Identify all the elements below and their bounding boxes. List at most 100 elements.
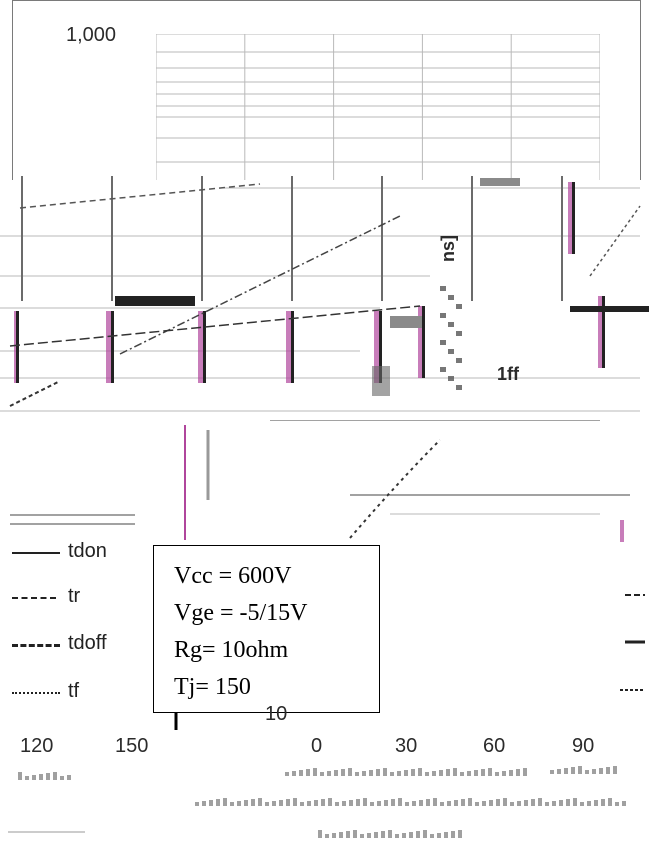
caption-glyph (397, 771, 401, 776)
glitch-text (456, 385, 462, 390)
caption-glyph (265, 802, 269, 806)
glitch-text (448, 295, 454, 300)
caption-glyph (279, 800, 283, 806)
caption-glyph (474, 770, 478, 776)
x-tick-label: 120 (20, 735, 54, 757)
caption-glyph (453, 768, 457, 776)
caption-glyph (292, 771, 296, 776)
caption-glyph (258, 798, 262, 806)
caption-glyph (321, 799, 325, 806)
caption-glyph (433, 798, 437, 806)
caption-glyph (25, 776, 29, 780)
caption-glyph (334, 770, 338, 776)
series-fragment (119, 215, 401, 355)
plot-gridlines (156, 34, 600, 180)
glitch-bar (286, 311, 291, 383)
caption-glyph (440, 802, 444, 806)
caption-glyph (327, 771, 331, 776)
caption-glyph (332, 833, 336, 838)
glitch-text (440, 286, 446, 291)
legend-entry-tr: tr (12, 585, 142, 609)
caption-glyph (341, 769, 345, 776)
glitch-bar (111, 311, 114, 383)
caption-glyph (578, 766, 582, 774)
glitch-text (440, 367, 446, 372)
caption-glyph (383, 768, 387, 776)
glitch-bar (16, 311, 19, 383)
caption-glyph (342, 801, 346, 806)
caption-glyph (363, 798, 367, 806)
caption-glyph (432, 771, 436, 776)
glitch-bar (106, 311, 111, 383)
legend-label-tdoff: tdoff (68, 632, 107, 654)
caption-glyph (416, 831, 420, 838)
caption-glyph (585, 770, 589, 774)
caption-glyph (468, 798, 472, 806)
caption-glyph (209, 800, 213, 806)
caption-glyph (53, 772, 57, 780)
caption-glyph (437, 833, 441, 838)
caption-glyph (481, 769, 485, 776)
caption-glyph (325, 834, 329, 838)
caption-glyph (451, 831, 455, 838)
caption-glyph (216, 799, 220, 806)
glitch-text (456, 331, 462, 336)
caption-glyph (573, 798, 577, 806)
y-axis-label-fragment: ns] (438, 235, 458, 262)
caption-glyph (523, 768, 527, 776)
caption-glyph (339, 832, 343, 838)
legend-label-tr: tr (68, 585, 81, 607)
caption-glyph (446, 769, 450, 776)
caption-glyph (454, 800, 458, 806)
caption-glyph (566, 799, 570, 806)
caption-glyph (425, 772, 429, 776)
caption-glyph (313, 768, 317, 776)
legend-line-tf (12, 692, 60, 694)
caption-glyph (272, 801, 276, 806)
test-conditions-box: Vcc = 600V Vge = -5/15V Rg= 10ohm Tj= 15… (153, 545, 380, 713)
caption-glyph (251, 799, 255, 806)
caption-glyph (376, 769, 380, 776)
caption-glyph (509, 770, 513, 776)
caption-glyph (320, 772, 324, 776)
glitch-slab (390, 316, 422, 328)
caption-glyph (367, 833, 371, 838)
caption-glyph (423, 830, 427, 838)
caption-glyph (328, 798, 332, 806)
glitch-slab (570, 306, 649, 312)
caption-glyph (286, 799, 290, 806)
glitch-text (448, 376, 454, 381)
caption-glyph (495, 772, 499, 776)
caption-glyph (370, 802, 374, 806)
glitch-bar (602, 296, 605, 368)
label-fragment: 1ff (497, 364, 519, 384)
caption-glyph (502, 771, 506, 776)
caption-glyph (237, 801, 241, 806)
caption-glyph (300, 802, 304, 806)
caption-glyph (461, 799, 465, 806)
caption-glyph (503, 798, 507, 806)
caption-glyph (355, 772, 359, 776)
glitch-bar (379, 311, 382, 383)
x-tick-label: 90 (572, 735, 595, 757)
caption-glyph (202, 801, 206, 806)
condition-vge: Vge = -5/15V (174, 600, 308, 626)
caption-glyph (369, 770, 373, 776)
x-tick-label: 30 (395, 735, 418, 757)
caption-glyph (418, 768, 422, 776)
glitch-bar (198, 311, 203, 383)
caption-glyph (571, 767, 575, 774)
glitch-slab (480, 178, 520, 186)
caption-glyph (18, 772, 22, 780)
series-fragment (349, 439, 441, 539)
glitch-bar (418, 306, 422, 378)
glitch-bar (422, 306, 425, 378)
caption-glyph (599, 768, 603, 774)
caption-glyph (39, 774, 43, 780)
caption-glyph (489, 800, 493, 806)
caption-glyph (349, 800, 353, 806)
caption-glyph (510, 802, 514, 806)
caption-glyph (391, 799, 395, 806)
caption-glyph (516, 769, 520, 776)
